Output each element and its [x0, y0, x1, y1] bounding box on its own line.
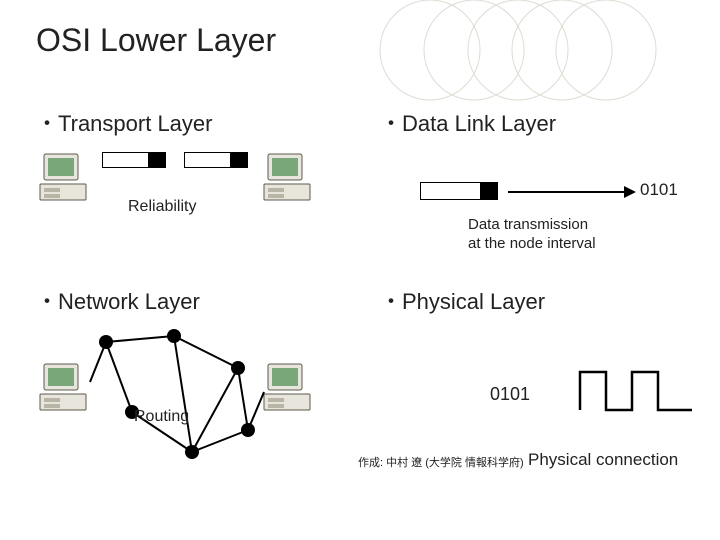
- transport-caption: Reliability: [128, 198, 196, 216]
- datalink-progress: [420, 182, 498, 200]
- datalink-binary: 0101: [640, 180, 678, 200]
- transport-label: ・Transport Layer: [36, 106, 212, 138]
- datalink-label: ・Data Link Layer: [380, 106, 556, 138]
- computer-icon: [260, 150, 314, 204]
- credit-text: 作成: 中村 遼 (大学院 情報科学府): [358, 454, 524, 470]
- datalink-arrow-icon: [506, 182, 636, 202]
- network-caption: Routing: [134, 408, 189, 426]
- page-title: OSI Lower Layer: [36, 22, 276, 59]
- physical-label: ・Physical Layer: [380, 284, 545, 316]
- network-label: ・Network Layer: [36, 284, 200, 316]
- datalink-caption-line2: at the node interval: [468, 235, 596, 252]
- network-graph: [88, 322, 266, 472]
- physical-binary: 0101: [490, 384, 530, 405]
- physical-waveform-icon: [576, 362, 696, 418]
- datalink-caption-line1: Data transmission: [468, 216, 588, 233]
- transport-progress-1: [102, 152, 166, 168]
- datalink-caption: Data transmission at the node interval: [468, 216, 596, 254]
- physical-caption: Physical connection: [528, 450, 678, 470]
- computer-icon: [36, 150, 90, 204]
- computer-icon: [36, 360, 90, 414]
- decorative-circles: [370, 0, 710, 120]
- computer-icon: [260, 360, 314, 414]
- transport-progress-2: [184, 152, 248, 168]
